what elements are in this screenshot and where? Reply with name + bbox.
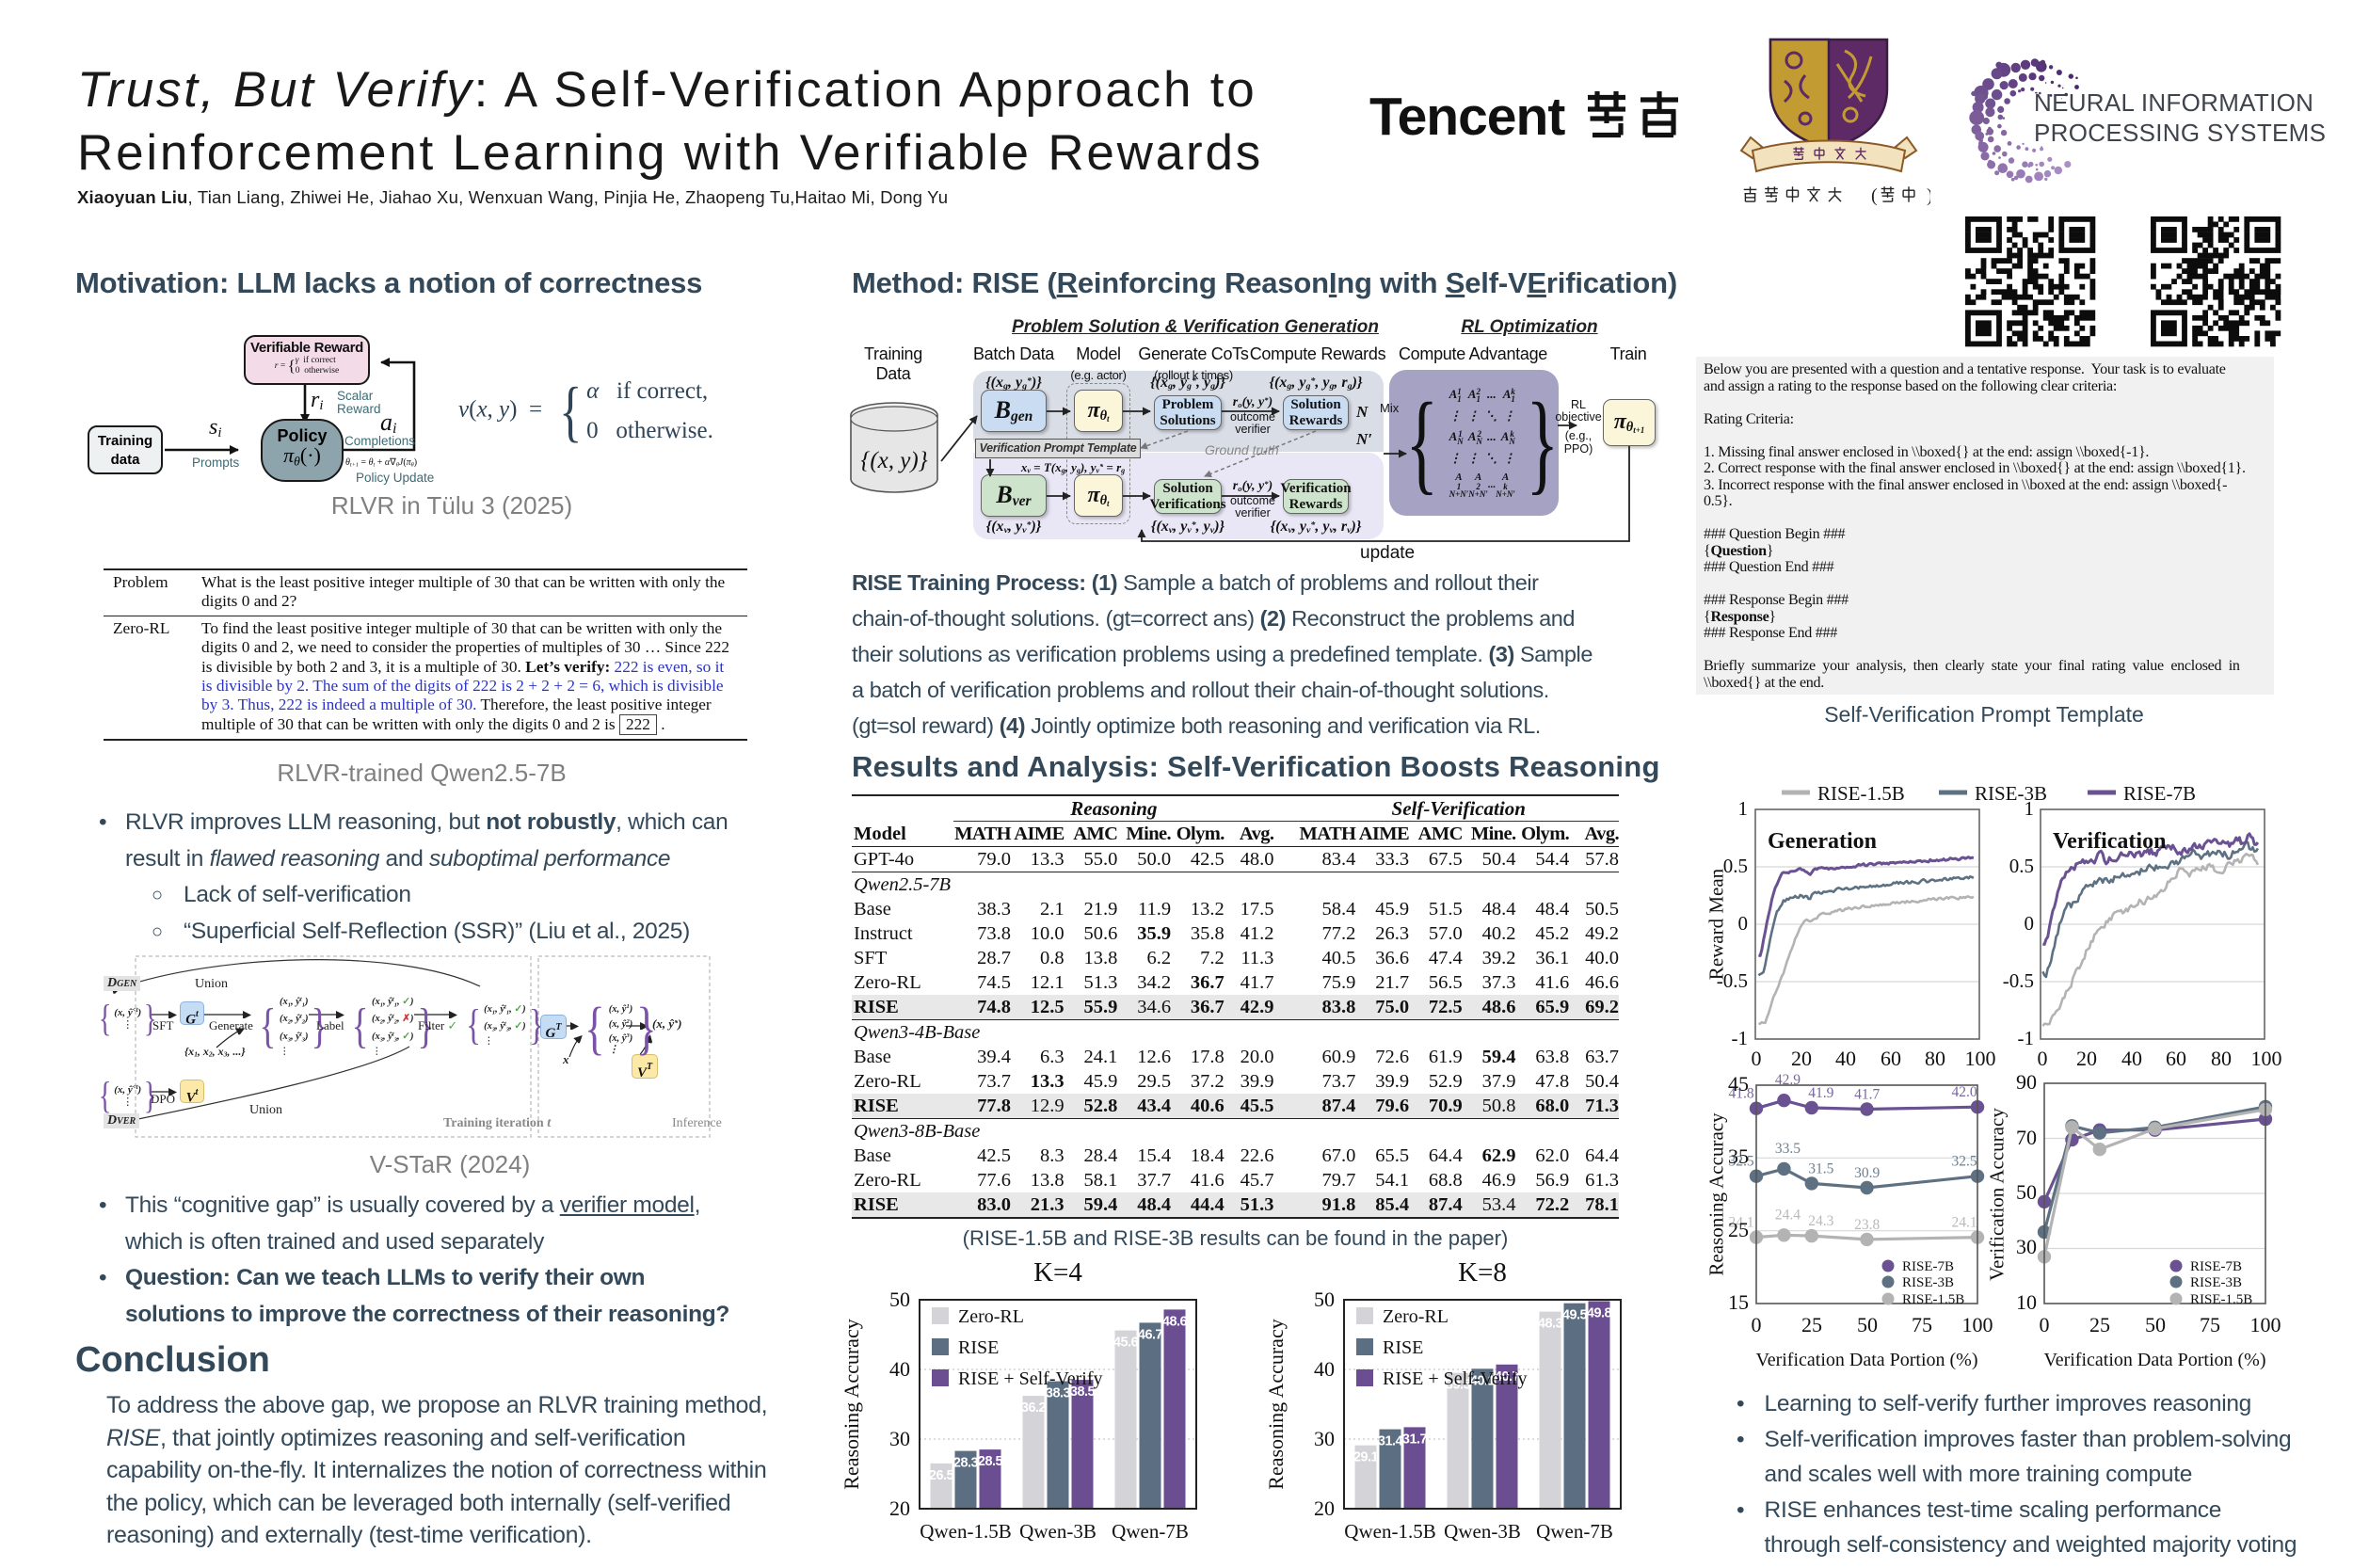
svg-text:PROCESSING SYSTEMS: PROCESSING SYSTEMS [2034, 119, 2326, 147]
svg-text:24.3: 24.3 [1808, 1213, 1833, 1229]
svg-text:(: ( [1871, 185, 1878, 206]
svg-text:41.9: 41.9 [1808, 1085, 1833, 1101]
svg-text:RISE: RISE [1383, 1337, 1423, 1358]
svg-text:30.9: 30.9 [1854, 1165, 1880, 1181]
svg-text:41.8: 41.8 [1728, 1086, 1753, 1102]
svg-text:48.6: 48.6 [1162, 1314, 1188, 1329]
svg-text:Verification: Verification [2053, 829, 2166, 854]
svg-text:46.7: 46.7 [1138, 1327, 1163, 1342]
svg-text:RISE-1.5B: RISE-1.5B [2190, 1292, 2252, 1307]
svg-text:28.5: 28.5 [978, 1454, 1003, 1469]
svg-text:42.9: 42.9 [1775, 1072, 1801, 1088]
svg-text:40.7: 40.7 [1495, 1369, 1520, 1384]
svg-text:36.2: 36.2 [1021, 1400, 1047, 1416]
svg-text:{(x, y)}: {(x, y)} [860, 448, 927, 473]
svg-text:Zero-RL: Zero-RL [1383, 1306, 1449, 1327]
svg-text:31.7: 31.7 [1402, 1432, 1428, 1447]
svg-text:32.5: 32.5 [1728, 1154, 1753, 1170]
svg-text:45.6: 45.6 [1113, 1336, 1139, 1351]
svg-text:42.0: 42.0 [1951, 1084, 1977, 1100]
svg-text:39.5: 39.5 [1446, 1378, 1471, 1393]
svg-text:Generation: Generation [1768, 829, 1877, 854]
svg-text:41.7: 41.7 [1854, 1087, 1880, 1103]
svg-text:38.5: 38.5 [1070, 1384, 1096, 1400]
svg-text:RISE-1.5B: RISE-1.5B [1817, 782, 1905, 805]
svg-text:RISE + Self-Verify: RISE + Self-Verify [1383, 1368, 1527, 1389]
svg-text:49.8: 49.8 [1587, 1306, 1612, 1321]
svg-text:): ) [1927, 185, 1930, 206]
svg-text:33.5: 33.5 [1775, 1141, 1801, 1157]
svg-text:RISE: RISE [958, 1337, 999, 1358]
svg-text:Zero-RL: Zero-RL [958, 1306, 1024, 1327]
svg-text:31.4: 31.4 [1378, 1434, 1403, 1449]
svg-text:RISE-1.5B: RISE-1.5B [1902, 1292, 1964, 1307]
svg-text:RISE + Self-Verify: RISE + Self-Verify [958, 1368, 1102, 1389]
svg-text:24.4: 24.4 [1775, 1207, 1801, 1223]
svg-text:29.1: 29.1 [1353, 1450, 1379, 1465]
svg-text:24.1: 24.1 [1728, 1215, 1753, 1231]
svg-text:RISE-3B: RISE-3B [2190, 1275, 2242, 1290]
svg-text:31.5: 31.5 [1808, 1160, 1833, 1176]
svg-text:49.5: 49.5 [1562, 1308, 1588, 1323]
svg-text:RISE-3B: RISE-3B [1975, 782, 2047, 805]
svg-text:32.5: 32.5 [1951, 1154, 1977, 1170]
svg-text:23.8: 23.8 [1854, 1217, 1880, 1233]
svg-text:28.3: 28.3 [953, 1456, 979, 1471]
svg-text:RISE-7B: RISE-7B [2190, 1259, 2242, 1274]
svg-text:38.3: 38.3 [1046, 1386, 1071, 1401]
svg-text:26.5: 26.5 [929, 1468, 954, 1483]
svg-text:RISE-3B: RISE-3B [1902, 1275, 1954, 1290]
svg-text:24.1: 24.1 [1951, 1215, 1977, 1231]
svg-text:NEURAL INFORMATION: NEURAL INFORMATION [2034, 88, 2313, 117]
svg-text:RISE-7B: RISE-7B [2123, 782, 2196, 805]
svg-text:RISE-7B: RISE-7B [1902, 1259, 1954, 1274]
svg-text:48.3: 48.3 [1538, 1317, 1563, 1332]
svg-text:40.1: 40.1 [1470, 1373, 1496, 1388]
